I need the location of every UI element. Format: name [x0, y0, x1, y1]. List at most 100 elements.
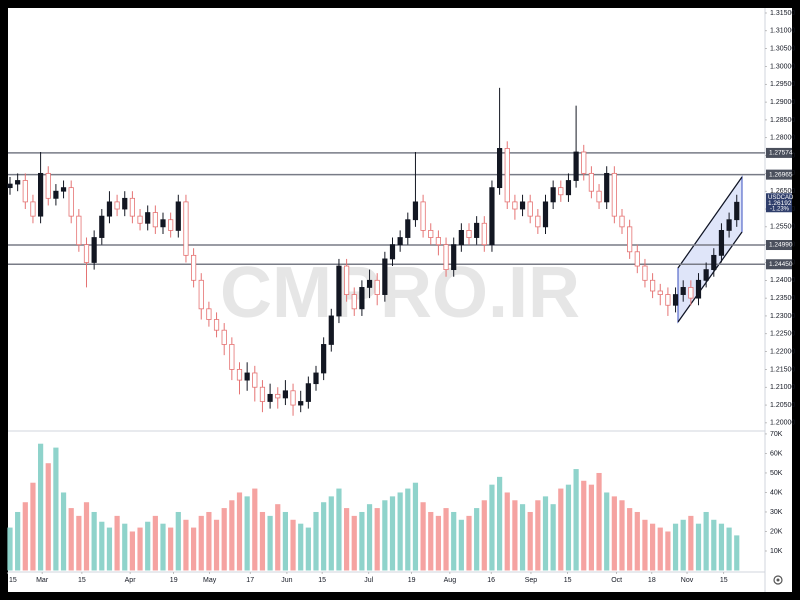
volume-bar	[160, 523, 166, 571]
candle-body	[619, 215, 625, 228]
candle-body	[83, 244, 90, 263]
volume-tick-label: 70K	[770, 431, 783, 438]
candle-body	[60, 187, 67, 192]
candle-body	[168, 219, 174, 231]
gear[interactable]	[773, 575, 783, 585]
candle-body	[351, 294, 357, 310]
volume-bar	[650, 523, 656, 571]
candle-body	[443, 244, 449, 271]
volume-bar	[106, 527, 113, 571]
volume-bar	[15, 511, 21, 571]
candle-body	[336, 265, 342, 317]
candle-body	[489, 187, 495, 246]
last-price-box	[766, 193, 792, 213]
volume-bar	[366, 504, 373, 571]
candle-body	[145, 212, 151, 224]
channel-lower	[677, 231, 743, 323]
level-label: 1.26965	[769, 171, 793, 178]
candle-body	[672, 294, 679, 306]
volume-bar	[397, 492, 403, 571]
x-tick-label: Jul	[364, 577, 373, 584]
volume-bar	[321, 502, 327, 571]
volume-bar	[221, 508, 227, 571]
candle-body	[206, 308, 212, 320]
volume-bar	[703, 511, 709, 571]
candle-body	[374, 279, 380, 295]
candle-body	[504, 148, 510, 203]
volume-bar	[374, 508, 380, 571]
candle-body	[152, 212, 158, 228]
y-tick-label: 1.29000	[770, 99, 795, 106]
x-tick-label: 18	[648, 577, 656, 584]
candle-body	[321, 344, 327, 374]
candle-body	[275, 393, 281, 399]
volume-bar	[474, 508, 480, 571]
volume-bar	[718, 523, 725, 571]
candle-body	[657, 290, 663, 295]
candle-body	[665, 294, 671, 306]
candle-body	[680, 287, 686, 295]
x-tick-label: 15	[78, 577, 86, 584]
volume-bar	[68, 508, 74, 571]
volume-bar	[711, 519, 717, 571]
volume-bar	[267, 515, 273, 571]
volume-bar	[588, 484, 594, 571]
x-tick-label: 15	[564, 577, 572, 584]
volume-bar	[198, 515, 204, 571]
candle-body	[343, 265, 350, 295]
volume-tick-label: 20K	[770, 528, 783, 535]
volume-bar	[581, 480, 587, 571]
volume-bar	[512, 500, 518, 571]
level-label: 1.27574	[769, 150, 793, 157]
volume-bar	[672, 523, 679, 571]
volume-bar	[305, 527, 311, 571]
volume-bar	[405, 488, 411, 571]
candle-body	[68, 187, 74, 217]
volume-bar	[344, 508, 350, 571]
candle-body	[565, 180, 572, 196]
candle-body	[305, 383, 311, 402]
level-label-box	[766, 147, 792, 158]
volume-bar	[596, 472, 602, 571]
x-tick-label: 15	[318, 577, 326, 584]
volume-bar	[244, 496, 250, 571]
volume-bar	[145, 521, 151, 571]
volume-tick-label: 50K	[770, 470, 783, 477]
x-tick-label: 16	[487, 577, 495, 584]
volume-bar	[53, 447, 59, 571]
candle-body	[175, 201, 181, 231]
y-tick-label: 1.20500	[770, 402, 795, 409]
candle-body	[389, 244, 396, 260]
volume-bar	[152, 515, 158, 571]
x-tick-label: 15	[9, 577, 17, 584]
volume-bar	[497, 476, 503, 571]
candle-body	[481, 222, 487, 246]
y-tick-label: 1.30000	[770, 63, 795, 70]
volume-bar	[481, 500, 487, 571]
volume-bar	[7, 527, 13, 571]
candle-body	[91, 237, 97, 263]
y-tick-label: 1.25500	[770, 224, 795, 231]
y-tick-label: 1.31000	[770, 28, 795, 35]
volume-bar	[420, 502, 426, 571]
volume-bar	[565, 484, 572, 571]
volume-bar	[504, 492, 510, 571]
settings-icon[interactable]	[773, 575, 783, 585]
volume-bar	[38, 443, 44, 571]
volume-bar	[336, 488, 342, 571]
volume-bar	[611, 496, 617, 571]
volume-bar	[519, 504, 526, 571]
watermark: CMPRO.IR	[220, 253, 580, 333]
x-tick-label: 17	[246, 577, 254, 584]
gear-center[interactable]	[776, 578, 780, 582]
candle-body	[267, 393, 273, 402]
x-tick-label: 15	[720, 577, 728, 584]
volume-tick-label: 40K	[770, 489, 783, 496]
volume-bar	[282, 511, 288, 571]
volume-bar	[351, 515, 357, 571]
candle-body	[38, 172, 44, 217]
candle-body	[604, 172, 610, 203]
candle-body	[695, 279, 702, 299]
volume-bar	[137, 527, 143, 571]
candle-body	[190, 254, 197, 281]
